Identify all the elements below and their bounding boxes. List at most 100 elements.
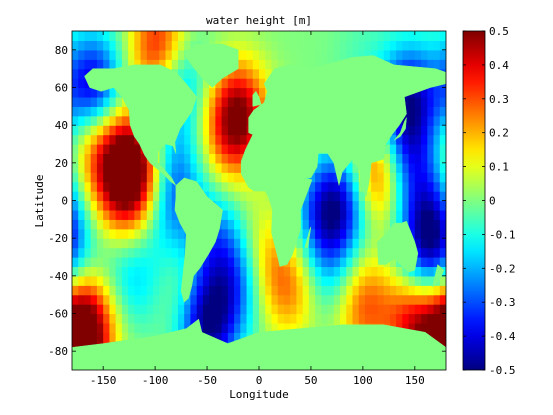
- heatmap-cell: [352, 266, 360, 277]
- heatmap-cell: [196, 87, 204, 98]
- heatmap-cell: [296, 304, 304, 315]
- heatmap-cell: [146, 257, 154, 268]
- heatmap-cell: [171, 275, 179, 286]
- heatmap-cell: [271, 31, 279, 42]
- heatmap-cell: [202, 134, 210, 145]
- heatmap-cell: [153, 285, 160, 296]
- heatmap-cell: [283, 275, 291, 286]
- heatmap-cell: [402, 125, 410, 136]
- heatmap-cell: [103, 304, 110, 315]
- plot-area: [72, 31, 446, 370]
- heatmap-cell: [296, 40, 304, 51]
- heatmap-cell: [240, 294, 248, 305]
- heatmap-cell: [221, 238, 229, 249]
- heatmap-cell: [90, 257, 98, 268]
- heatmap-cell: [427, 200, 435, 211]
- heatmap-cell: [290, 31, 297, 42]
- heatmap-cell: [408, 219, 416, 230]
- heatmap-cell: [115, 172, 123, 183]
- heatmap-cell: [134, 294, 142, 305]
- heatmap-cell: [433, 294, 441, 305]
- heatmap-cell: [78, 78, 86, 89]
- y-axis-label: Latitude: [33, 175, 46, 228]
- heatmap-cell: [159, 219, 167, 230]
- heatmap-cell: [215, 153, 223, 164]
- heatmap-cell: [227, 96, 235, 107]
- heatmap-cell: [358, 247, 366, 258]
- heatmap-cell: [109, 228, 117, 239]
- heatmap-cell: [296, 322, 304, 333]
- heatmap-cell: [159, 200, 167, 211]
- heatmap-cell: [184, 294, 192, 305]
- heatmap-cell: [134, 304, 142, 315]
- heatmap-cell: [209, 266, 216, 277]
- heatmap-cell: [252, 209, 260, 220]
- heatmap-cell: [140, 275, 148, 286]
- heatmap-cell: [433, 144, 441, 155]
- heatmap-cell: [103, 247, 110, 258]
- heatmap-cell: [72, 332, 79, 343]
- heatmap-cell: [215, 144, 223, 155]
- heatmap-cell: [96, 209, 104, 220]
- heatmap-cell: [115, 96, 123, 107]
- heatmap-cell: [302, 40, 310, 51]
- heatmap-cell: [383, 294, 391, 305]
- heatmap-cell: [140, 181, 148, 192]
- heatmap-cell: [265, 266, 273, 277]
- heatmap-cell: [190, 304, 198, 315]
- heatmap-cell: [402, 162, 410, 173]
- heatmap-cell: [134, 209, 142, 220]
- heatmap-cell: [103, 191, 110, 202]
- heatmap-cell: [389, 304, 397, 315]
- heatmap-cell: [78, 31, 86, 42]
- heatmap-cell: [84, 304, 92, 315]
- heatmap-cell: [171, 209, 179, 220]
- heatmap-cell: [227, 266, 235, 277]
- heatmap-cell: [408, 313, 416, 324]
- heatmap-cell: [383, 181, 391, 192]
- heatmap-cell: [234, 162, 241, 173]
- heatmap-cell: [227, 172, 235, 183]
- land-madagascar: [304, 226, 312, 248]
- heatmap-cell: [246, 313, 254, 324]
- heatmap-cell: [177, 31, 185, 42]
- heatmap-cell: [121, 162, 129, 173]
- heatmap-cell: [103, 266, 110, 277]
- heatmap-cell: [146, 219, 154, 230]
- heatmap-cell: [371, 200, 379, 211]
- heatmap-cell: [153, 294, 160, 305]
- heatmap-cell: [202, 162, 210, 173]
- heatmap-cell: [352, 257, 360, 268]
- heatmap-cell: [302, 266, 310, 277]
- heatmap-cell: [240, 313, 248, 324]
- heatmap-cell: [115, 219, 123, 230]
- heatmap-cell: [427, 181, 435, 192]
- heatmap-cell: [302, 247, 310, 258]
- heatmap-cell: [128, 247, 135, 258]
- heatmap-cell: [358, 200, 366, 211]
- heatmap-cell: [184, 162, 192, 173]
- heatmap-cell: [433, 59, 441, 70]
- heatmap-cell: [227, 313, 235, 324]
- heatmap-cell: [121, 106, 129, 117]
- heatmap-cell: [202, 294, 210, 305]
- heatmap-cell: [421, 266, 428, 277]
- heatmap-cell: [90, 49, 98, 60]
- heatmap-cell: [109, 172, 117, 183]
- x-tick-label: 0: [256, 374, 263, 387]
- heatmap-cell: [159, 172, 167, 183]
- heatmap-cell: [121, 313, 129, 324]
- heatmap-cell: [215, 257, 223, 268]
- heatmap-cell: [252, 219, 260, 230]
- heatmap-cell: [234, 191, 241, 202]
- heatmap-cell: [358, 49, 366, 60]
- heatmap-cell: [427, 59, 435, 70]
- heatmap-cell: [421, 172, 428, 183]
- heatmap-cell: [308, 49, 316, 60]
- heatmap-cell: [115, 40, 123, 51]
- heatmap-cell: [364, 181, 372, 192]
- heatmap-cell: [190, 144, 198, 155]
- heatmap-cell: [78, 144, 86, 155]
- heatmap-cell: [421, 294, 428, 305]
- heatmap-cell: [103, 115, 110, 126]
